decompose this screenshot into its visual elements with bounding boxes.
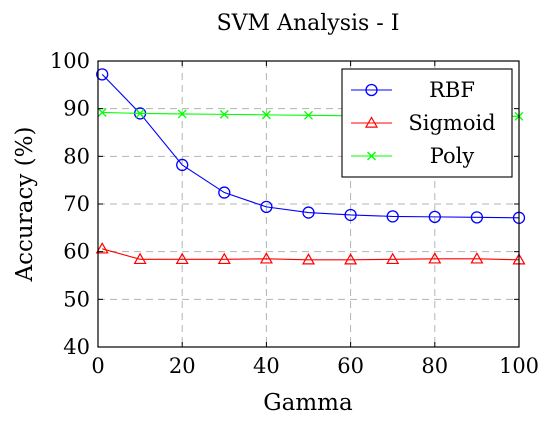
legend-label-sigmoid: Sigmoid (408, 111, 495, 135)
data-point-sigmoid (428, 252, 442, 264)
data-point-sigmoid (175, 252, 189, 265)
data-point-rbf (176, 158, 189, 172)
data-point-poly (261, 110, 271, 120)
data-point-sigmoid (95, 242, 109, 254)
data-point-poly-stroke (135, 108, 145, 118)
legend-label-rbf: RBF (429, 78, 475, 102)
legend-label-poly: Poly (430, 144, 475, 168)
data-point-poly-stroke (177, 109, 187, 119)
data-point-sigmoid (259, 252, 273, 264)
legend-marker-sigmoid (364, 116, 379, 128)
data-point-rbf (386, 210, 399, 223)
data-point-poly (135, 108, 145, 118)
data-point-sigmoid (344, 253, 358, 265)
data-point-rbf (302, 206, 315, 219)
x-tick-label: 0 (91, 354, 104, 378)
data-point-poly-stroke (304, 110, 313, 120)
x-tick-label: 100 (499, 354, 539, 378)
data-point-poly-stroke (219, 109, 229, 119)
x-tick-label: 40 (253, 354, 280, 378)
data-point-poly-stroke (97, 108, 107, 117)
data-point-sigmoid (133, 252, 147, 265)
legend-marker-poly-stroke (367, 151, 376, 161)
data-point-sigmoid (386, 252, 400, 265)
x-tick-label: 20 (169, 354, 196, 378)
data-point-rbf (96, 68, 109, 81)
data-point-sigmoid (470, 252, 484, 264)
legend-marker-poly (367, 151, 376, 161)
y-tick-label: 70 (63, 192, 90, 216)
data-point-rbf (260, 200, 273, 214)
data-point-rbf (470, 211, 484, 224)
y-tick-label: 80 (63, 144, 90, 168)
data-point-poly (219, 109, 229, 119)
data-point-rbf (344, 208, 357, 222)
data-point-poly (177, 109, 187, 119)
legend-marker-rbf (365, 83, 378, 97)
y-tick-label: 90 (63, 97, 90, 121)
x-tick-label: 60 (337, 354, 364, 378)
axis-ticks: 0 20 40 60 80 100 40 50 60 70 80 90 100 (50, 49, 539, 378)
data-point-sigmoid (301, 253, 316, 265)
y-tick-label: 40 (63, 335, 90, 359)
chart-title: SVM Analysis - I (217, 11, 400, 36)
x-axis-label: Gamma (263, 390, 353, 416)
data-point-rbf (218, 186, 231, 199)
series-layer (95, 68, 526, 265)
series-line-sigmoid (102, 248, 520, 261)
y-tick-label: 50 (63, 287, 90, 311)
data-point-poly-stroke (261, 110, 271, 120)
y-tick-label: 60 (63, 240, 90, 264)
x-tick-label: 80 (421, 354, 448, 378)
data-point-rbf (428, 210, 441, 224)
y-tick-label: 100 (50, 49, 90, 73)
data-point-poly (304, 110, 313, 120)
series-line-rbf (101, 73, 520, 219)
data-point-poly (97, 108, 107, 117)
y-axis-label: Accuracy (%) (12, 127, 38, 283)
data-point-sigmoid (217, 252, 231, 265)
legend: RBF Sigmoid Poly (341, 68, 513, 178)
